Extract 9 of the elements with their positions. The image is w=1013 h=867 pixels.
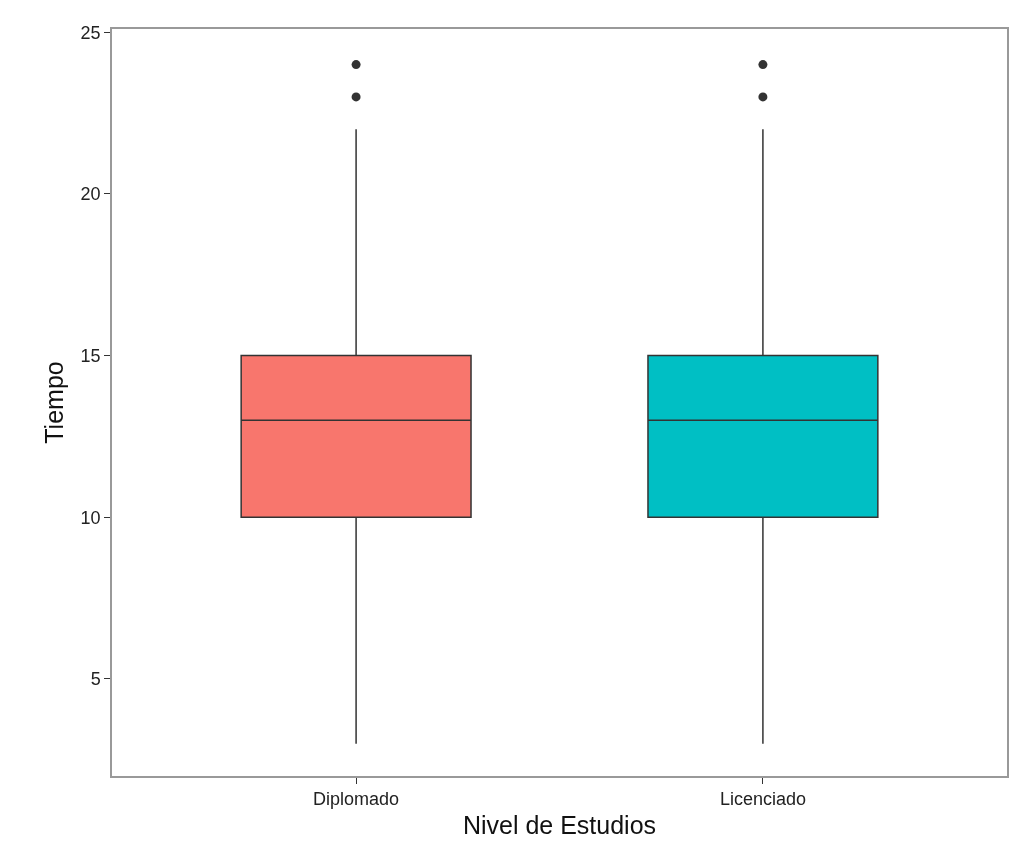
y-axis-title: Tiempo [39,361,68,444]
y-tick-label: 15 [80,345,101,366]
y-tick-label: 20 [80,184,101,205]
x-axis-title: Nivel de Estudios [462,810,657,839]
y-tick-label: 25 [80,22,101,43]
y-tick-label: 5 [90,669,101,690]
x-tick-label: Licenciado [719,789,806,810]
x-tick-label: Diplomado [313,789,400,810]
y-tick-label: 10 [80,507,101,528]
